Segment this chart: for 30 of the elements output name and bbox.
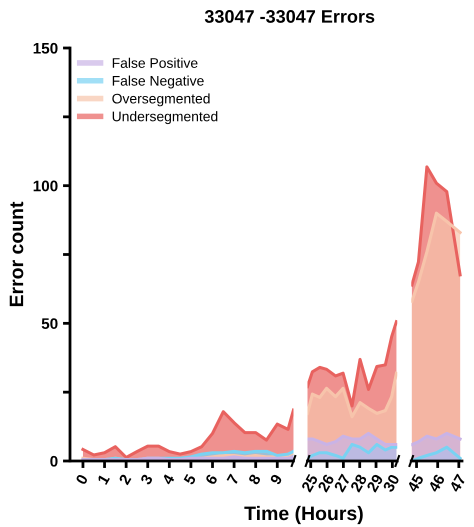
x-tick-label: 45 — [406, 473, 424, 493]
x-axis-title: Time (Hours) — [244, 506, 363, 524]
y-tick-label: 0 — [50, 456, 58, 467]
y-axis-title: Error count — [10, 202, 24, 306]
x-tick-label: 29 — [366, 473, 384, 493]
x-tick-label: 25 — [300, 473, 318, 493]
legend-label: Undersegmented — [112, 111, 218, 124]
x-tick-label: 7 — [226, 474, 240, 486]
x-tick-label: 27 — [334, 474, 351, 493]
y-tick-label: 100 — [34, 180, 58, 192]
x-tick-label: 4 — [162, 473, 175, 486]
chart-title: 33047 -33047 Errors — [204, 10, 374, 23]
x-tick-label: 26 — [317, 473, 335, 493]
x-tick-label: 28 — [350, 473, 368, 493]
x-tick-label: 47 — [449, 474, 466, 493]
x-tick-label: 46 — [428, 473, 446, 493]
legend-label: False Negative — [112, 76, 204, 88]
x-tick-label: 30 — [382, 474, 400, 493]
x-tick-label: 1 — [97, 473, 110, 485]
legend-label: Oversegmented — [112, 93, 210, 106]
x-tick-label: 3 — [140, 473, 154, 486]
y-tick-label: 150 — [34, 42, 58, 54]
x-tick-label: 0 — [75, 474, 88, 486]
legend-label: False Positive — [112, 58, 198, 68]
x-tick-label: 8 — [248, 473, 262, 486]
x-tick-label: 2 — [118, 474, 132, 486]
y-tick-label: 50 — [42, 318, 58, 330]
x-tick-label: 5 — [183, 473, 196, 486]
x-tick-label: 9 — [270, 473, 283, 486]
x-tick-label: 6 — [204, 473, 218, 486]
